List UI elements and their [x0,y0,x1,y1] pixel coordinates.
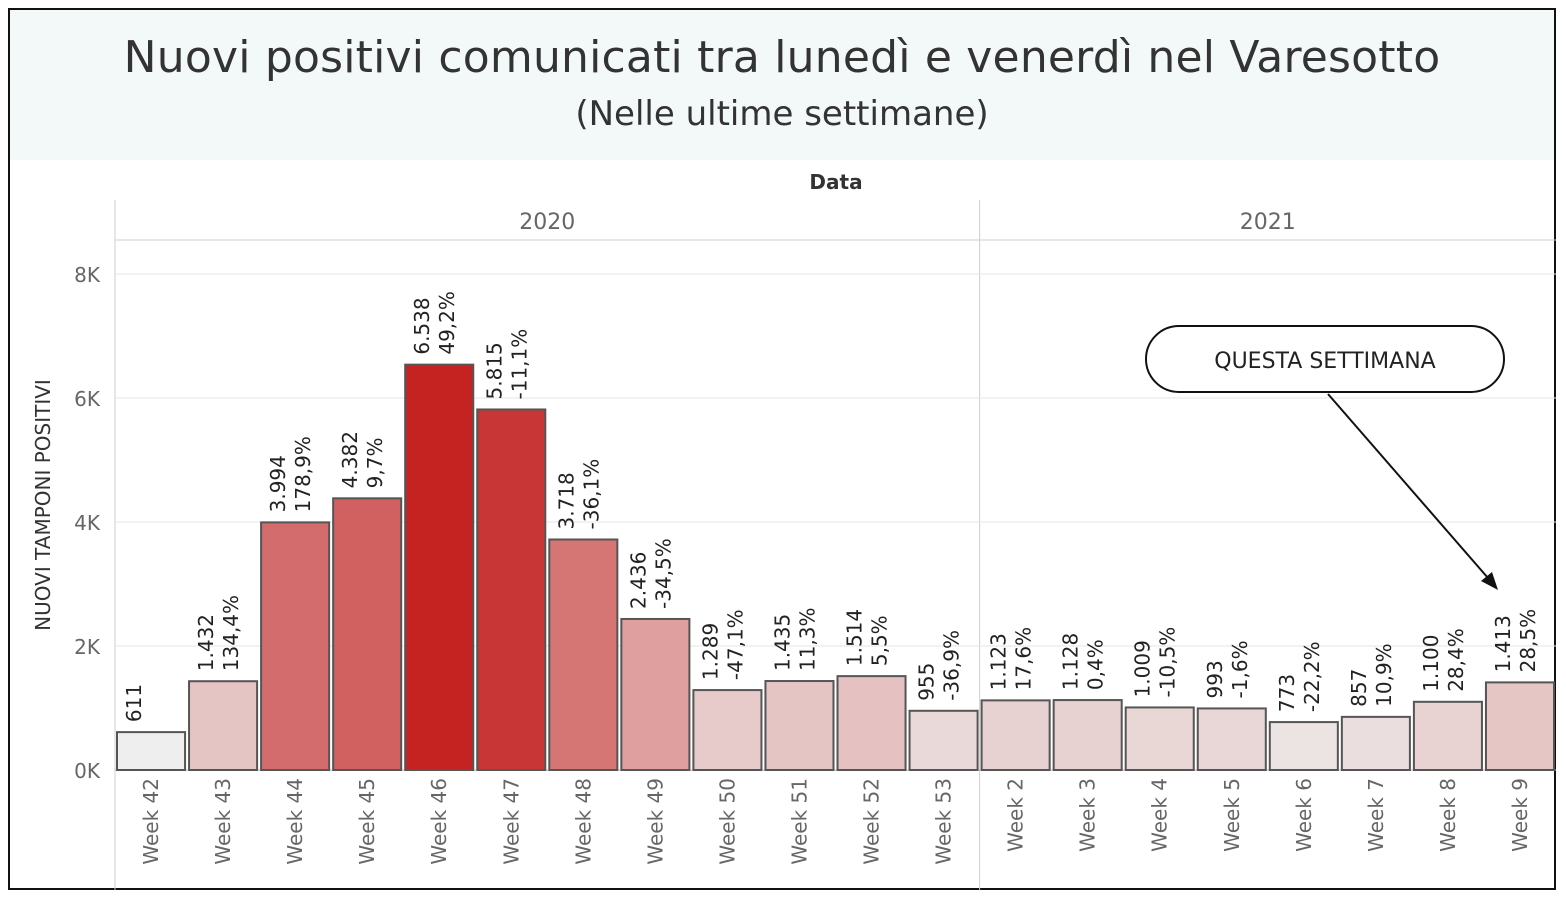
bar [1340,715,1411,772]
x-tick-label: Week 6 [1292,778,1316,852]
x-tick-label: Week 52 [860,778,884,865]
bar [836,675,907,772]
pct-change-label: 28,5% [1516,609,1540,673]
value-label: 1.128 [1059,633,1083,690]
bar [1484,681,1555,771]
pct-change-label: 9,7% [363,438,387,489]
value-label: 1.289 [698,623,722,680]
x-tick-label: Week 3 [1076,778,1100,852]
pct-change-label: -36,9% [940,630,964,701]
value-label: 1.100 [1419,635,1443,692]
y-tick-label: 4K [74,511,101,535]
pct-change-label: -34,5% [651,538,675,609]
x-tick-label: Week 50 [715,778,739,865]
value-label: 611 [122,684,146,722]
bar [980,699,1051,772]
value-label: 3.718 [554,472,578,529]
x-tick-label: Week 9 [1508,778,1532,852]
pct-change-label: -47,1% [723,609,747,680]
year-header-2020: 2020 [519,210,575,235]
bar [764,680,835,772]
value-label: 1.009 [1131,640,1155,697]
value-label: 1.432 [194,614,218,671]
pct-change-label: 10,9% [1372,643,1396,707]
bar [116,731,187,771]
pct-change-label: 178,9% [291,436,315,512]
bar [1268,721,1339,771]
value-label: 993 [1203,660,1227,698]
pct-change-label: -22,2% [1300,641,1324,712]
value-label: 5.815 [482,342,506,399]
bar [1412,700,1483,771]
bar [692,689,763,771]
pct-change-label: 11,3% [795,607,819,671]
bar [620,617,691,772]
x-tick-label: Week 53 [932,778,956,865]
value-label: 2.436 [626,552,650,609]
x-tick-label: Week 47 [499,778,523,865]
bar [1196,707,1267,772]
pct-change-label: 28,4% [1444,628,1468,692]
column-header: Data [809,170,862,194]
bar [404,363,475,771]
pct-change-label: -10,5% [1156,627,1180,698]
pct-change-label: 134,4% [219,595,243,671]
value-label: 1.514 [843,609,867,666]
pct-change-label: 17,6% [1012,627,1036,691]
x-tick-label: Week 49 [643,778,667,865]
y-tick-label: 8K [74,263,101,287]
pct-change-label: -11,1% [507,329,531,400]
value-label: 1.435 [770,614,794,671]
value-label: 857 [1347,669,1371,707]
y-tick-label: 2K [74,635,101,659]
y-tick-label: 6K [74,387,101,411]
x-tick-label: Week 8 [1436,778,1460,852]
value-label: 6.538 [410,297,434,354]
bar [548,538,619,772]
pct-change-label: -1,6% [1228,640,1252,698]
annotation-text: QUESTA SETTIMANA [1214,349,1435,374]
pct-change-label: 5,5% [868,615,892,666]
pct-change-label: 49,2% [435,291,459,355]
chart-header: Nuovi positivi comunicati tra lunedì e v… [10,10,1554,160]
value-label: 4.382 [338,431,362,488]
value-label: 773 [1275,674,1299,712]
bar [188,680,259,771]
chart-subtitle: (Nelle ultime settimane) [575,94,989,134]
x-tick-label: Week 48 [571,778,595,865]
year-header-2021: 2021 [1240,210,1296,235]
bar [260,521,331,772]
bar [908,709,979,771]
y-tick-label: 0K [74,759,101,783]
value-label: 1.123 [987,633,1011,690]
value-label: 3.994 [266,455,290,512]
x-tick-label: Week 5 [1220,778,1244,852]
x-tick-label: Week 2 [1004,778,1028,852]
bar [1124,706,1195,772]
x-tick-label: Week 43 [211,778,235,865]
annotation-arrowhead [1481,572,1498,590]
annotation-arrow-line [1327,393,1489,579]
x-tick-label: Week 44 [283,778,307,865]
x-tick-label: Week 51 [787,778,811,865]
bar [476,408,547,771]
chart-title: Nuovi positivi comunicati tra lunedì e v… [123,32,1441,83]
pct-change-label: 0,4% [1084,639,1108,690]
bar [332,497,403,771]
value-label: 955 [915,663,939,701]
x-tick-label: Week 42 [139,778,163,865]
value-label: 1.413 [1491,615,1515,672]
x-tick-label: Week 45 [355,778,379,865]
x-tick-label: Week 7 [1364,778,1388,852]
annotation-callout [1145,325,1505,393]
x-tick-label: Week 46 [427,778,451,865]
x-tick-label: Week 4 [1148,778,1172,852]
pct-change-label: -36,1% [579,459,603,530]
y-axis-title: NUOVI TAMPONI POSITIVI [31,379,55,631]
bar [1052,699,1123,772]
